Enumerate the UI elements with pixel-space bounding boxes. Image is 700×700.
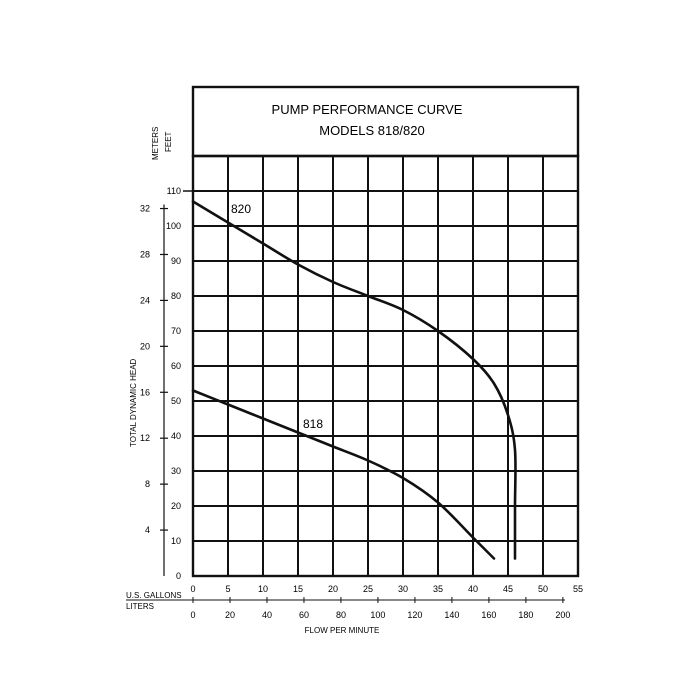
y-unit-meters: METERS <box>151 127 160 160</box>
y-tick-feet: 0 <box>176 571 181 581</box>
y-tick-feet: 70 <box>171 326 181 336</box>
x-tick-liters: 60 <box>299 610 309 620</box>
y-tick-feet: 80 <box>171 291 181 301</box>
y-tick-meters: 12 <box>140 433 150 443</box>
y-tick-meters: 4 <box>145 525 150 535</box>
y-tick-feet: 90 <box>171 256 181 266</box>
x-tick-liters: 100 <box>370 610 385 620</box>
y-unit-feet: FEET <box>164 131 173 152</box>
y-tick-meters: 20 <box>140 341 150 351</box>
chart-subtitle: MODELS 818/820 <box>319 123 425 138</box>
y-tick-feet: 40 <box>171 431 181 441</box>
y-tick-feet: 20 <box>171 501 181 511</box>
x-unit-gallons: U.S. GALLONS <box>126 591 182 600</box>
x-tick-liters: 80 <box>336 610 346 620</box>
x-tick-liters: 40 <box>262 610 272 620</box>
y-tick-meters: 8 <box>145 479 150 489</box>
x-tick-gallons: 40 <box>468 584 478 594</box>
y-tick-feet: 100 <box>166 221 181 231</box>
x-axis-title: FLOW PER MINUTE <box>305 626 380 635</box>
x-tick-gallons: 50 <box>538 584 548 594</box>
x-tick-liters: 140 <box>444 610 459 620</box>
y-tick-feet: 10 <box>171 536 181 546</box>
ticks-layer: 0102030405060708090100110481216202428320… <box>140 186 583 620</box>
y-tick-feet: 50 <box>171 396 181 406</box>
x-tick-gallons: 5 <box>225 584 230 594</box>
title-box <box>191 85 580 158</box>
x-tick-gallons: 15 <box>293 584 303 594</box>
x-tick-gallons: 0 <box>190 584 195 594</box>
x-tick-liters: 0 <box>190 610 195 620</box>
grid <box>183 156 579 576</box>
x-tick-gallons: 20 <box>328 584 338 594</box>
x-unit-liters: LITERS <box>126 602 154 611</box>
plot-frame <box>191 154 580 578</box>
x-tick-liters: 120 <box>407 610 422 620</box>
x-tick-liters: 20 <box>225 610 235 620</box>
y-tick-meters: 28 <box>140 249 150 259</box>
series-line-818 <box>191 389 496 560</box>
series-label-818: 818 <box>303 417 323 431</box>
y-tick-feet: 60 <box>171 361 181 371</box>
y-axis-title: TOTAL DYNAMIC HEAD <box>129 358 138 447</box>
x-tick-liters: 200 <box>555 610 570 620</box>
chart-title: PUMP PERFORMANCE CURVE <box>272 102 463 117</box>
series-line-820 <box>191 200 517 560</box>
series-label-820: 820 <box>231 202 251 216</box>
x-tick-liters: 160 <box>481 610 496 620</box>
y-tick-meters: 32 <box>140 204 150 214</box>
y-tick-meters: 24 <box>140 295 150 305</box>
y-tick-feet: 110 <box>167 186 181 196</box>
x-tick-liters: 180 <box>518 610 533 620</box>
x-tick-gallons: 35 <box>433 584 443 594</box>
y-tick-feet: 30 <box>171 466 181 476</box>
x-tick-gallons: 25 <box>363 584 373 594</box>
x-tick-gallons: 55 <box>573 584 583 594</box>
x-tick-gallons: 30 <box>398 584 408 594</box>
x-tick-gallons: 45 <box>503 584 513 594</box>
x-tick-gallons: 10 <box>258 584 268 594</box>
series-layer: 820 818 <box>191 200 517 560</box>
y-tick-meters: 16 <box>140 387 150 397</box>
